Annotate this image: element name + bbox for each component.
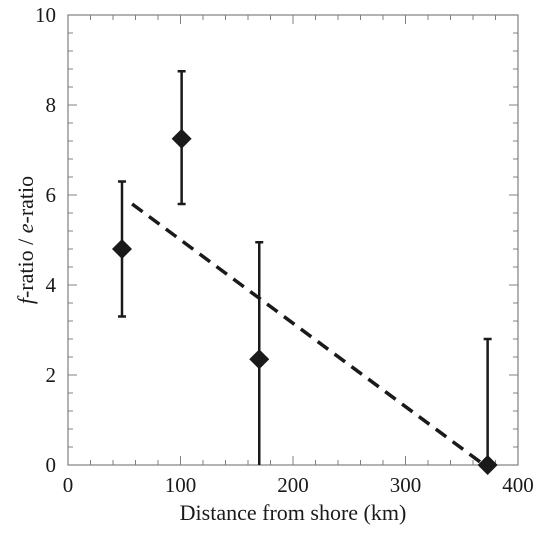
axis-ticks bbox=[67, 14, 519, 466]
y-axis-label-part: e bbox=[13, 223, 38, 233]
y-tick-label: 6 bbox=[46, 183, 57, 207]
y-axis-label-part: -ratio / bbox=[13, 233, 38, 298]
x-tick-label: 200 bbox=[277, 473, 309, 497]
y-tick-label: 0 bbox=[46, 453, 57, 477]
data-point-diamond bbox=[112, 239, 132, 259]
data-markers bbox=[112, 128, 498, 475]
x-axis-label: Distance from shore (km) bbox=[180, 500, 407, 525]
trend-line bbox=[131, 202, 486, 467]
data-point-diamond bbox=[249, 349, 270, 370]
x-tick-label: 400 bbox=[502, 473, 534, 497]
data-point-diamond bbox=[477, 455, 498, 475]
y-axis-label-part: -ratio bbox=[13, 176, 38, 224]
y-axis-label-part: f bbox=[13, 295, 38, 304]
x-tick-label: 100 bbox=[165, 473, 197, 497]
y-axis-label: f-ratio / e-ratio bbox=[13, 176, 38, 304]
plot-frame bbox=[67, 14, 519, 466]
y-tick-label: 8 bbox=[46, 93, 57, 117]
y-tick-label: 2 bbox=[46, 363, 57, 387]
tick-labels: 0 100 200 300 400 0 2 4 6 8 10 bbox=[35, 3, 534, 497]
data-point-diamond bbox=[171, 128, 192, 149]
y-tick-label: 4 bbox=[46, 273, 57, 297]
error-bars bbox=[118, 70, 492, 465]
y-tick-label: 10 bbox=[35, 3, 56, 27]
x-tick-label: 300 bbox=[390, 473, 422, 497]
x-tick-label: 0 bbox=[63, 473, 74, 497]
